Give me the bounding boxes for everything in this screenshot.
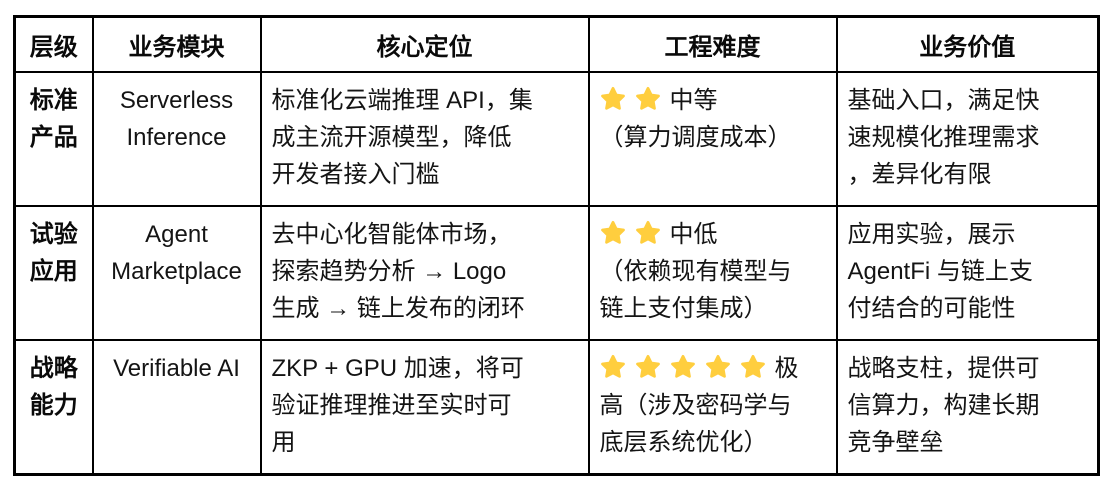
header-positioning: 核心定位 [259,15,590,73]
star-icon [635,220,660,244]
cell-module: Serverless Inference [91,70,262,207]
cell-value: 战略支柱，提供可 信算力，构建长期 竞争壁垒 [835,338,1100,475]
header-row: 层级 业务模块 核心定位 工程难度 业务价值 [13,15,1100,73]
cell-difficulty: 中等 （算力调度成本） [587,70,838,207]
star-rating [600,86,670,114]
table-row: 试验 应用 Agent Marketplace 去中心化智能体市场， 探索趋势分… [13,204,1100,341]
cell-difficulty: 中低 （依赖现有模型与 链上支付集成） [587,204,838,341]
star-icon [600,220,625,244]
header-module: 业务模块 [91,15,262,73]
difficulty-text: 中等 （算力调度成本） [599,86,792,151]
header-level: 层级 [13,15,94,73]
difficulty-text: 中低 （依赖现有模型与 链上支付集成） [599,220,792,322]
header-difficulty: 工程难度 [587,15,838,73]
star-rating [600,220,670,248]
star-icon [705,354,730,378]
cell-module: Verifiable AI [91,338,262,475]
table-row: 标准 产品 Serverless Inference 标准化云端推理 API，集… [13,70,1100,207]
cell-level: 标准 产品 [13,70,94,207]
cell-level: 战略 能力 [13,338,94,475]
star-rating [600,354,775,382]
cell-positioning: 标准化云端推理 API，集 成主流开源模型，降低 开发者接入门槛 [259,70,590,207]
difficulty-text: 极 高（涉及密码学与 底层系统优化） [599,354,799,456]
star-icon [600,354,625,378]
business-matrix-table: 层级 业务模块 核心定位 工程难度 业务价值 标准 产品 Serverless … [13,15,1100,476]
star-icon [600,86,625,110]
cell-difficulty: 极 高（涉及密码学与 底层系统优化） [587,338,838,475]
table-row: 战略 能力 Verifiable AI ZKP + GPU 加速，将可 验证推理… [13,338,1100,475]
cell-positioning: ZKP + GPU 加速，将可 验证推理推进至实时可 用 [259,338,590,475]
star-icon [635,86,660,110]
star-icon [670,354,695,378]
cell-value: 基础入口，满足快 速规模化推理需求 ，差异化有限 [835,70,1100,207]
cell-module: Agent Marketplace [91,204,262,341]
cell-level: 试验 应用 [13,204,94,341]
star-icon [635,354,660,378]
cell-positioning: 去中心化智能体市场， 探索趋势分析 → Logo 生成 → 链上发布的闭环 [259,204,590,341]
star-icon [740,354,765,378]
cell-value: 应用实验，展示 AgentFi 与链上支 付结合的可能性 [835,204,1100,341]
header-value: 业务价值 [835,15,1100,73]
